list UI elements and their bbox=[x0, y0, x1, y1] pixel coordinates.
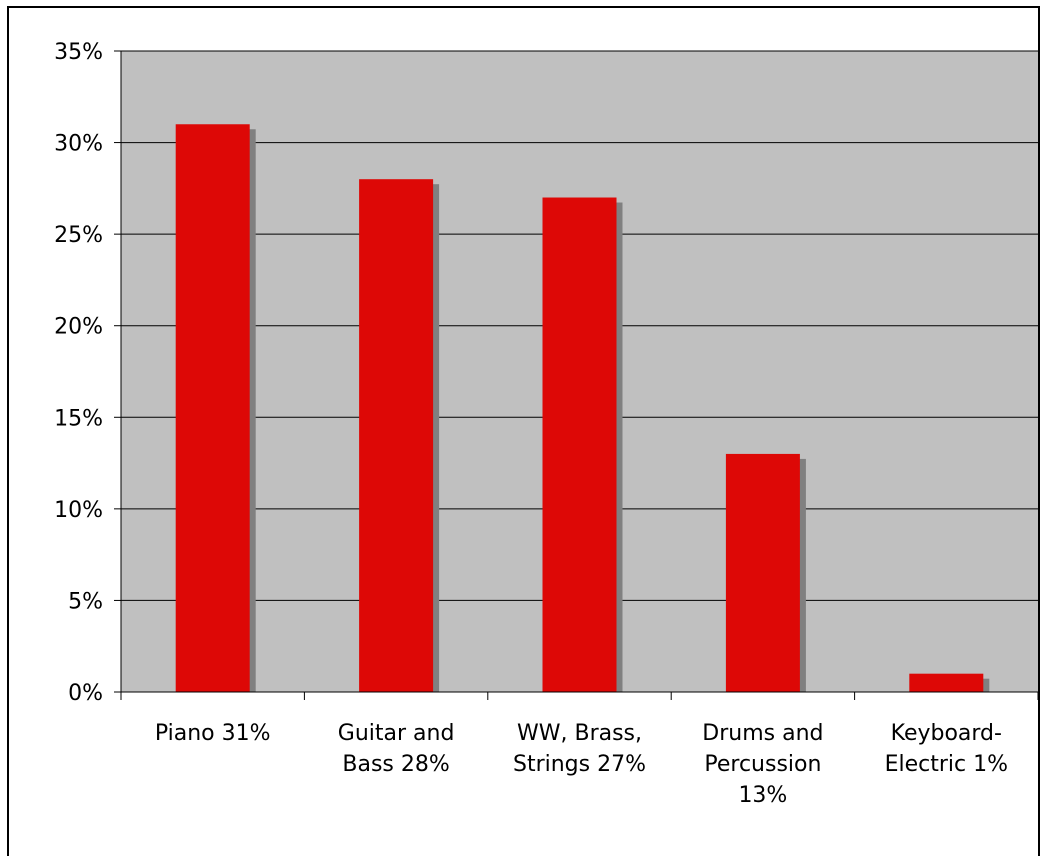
bar bbox=[542, 197, 617, 692]
x-category-label-line: Percussion bbox=[704, 752, 821, 777]
bar bbox=[725, 453, 800, 692]
chart-frame bbox=[7, 6, 1040, 856]
x-category-label: WW, Brass, Strings 27% bbox=[513, 721, 646, 777]
x-category-label-line: Strings 27% bbox=[513, 752, 646, 777]
y-tick-label: 20% bbox=[54, 315, 103, 340]
x-category-label-line: Electric 1% bbox=[885, 752, 1008, 777]
x-category-label-line: 13% bbox=[738, 783, 787, 808]
y-tick-label: 0% bbox=[68, 681, 103, 706]
bar bbox=[359, 179, 434, 692]
x-category-label-line: Drums and bbox=[702, 721, 823, 746]
y-tick-label: 15% bbox=[54, 406, 103, 431]
y-tick-label: 10% bbox=[54, 498, 103, 523]
x-category-label-line: Piano 31% bbox=[155, 721, 271, 746]
x-category-label-line: Keyboard- bbox=[891, 721, 1002, 746]
y-tick-label: 25% bbox=[54, 223, 103, 248]
bar bbox=[175, 124, 250, 692]
x-category-label: Keyboard- Electric 1% bbox=[885, 721, 1008, 777]
x-category-label: Drums and Percussion 13% bbox=[702, 721, 823, 808]
y-tick-label: 5% bbox=[68, 589, 103, 614]
x-category-label: Guitar and Bass 28% bbox=[338, 721, 455, 777]
x-category-label: Piano 31% bbox=[155, 721, 271, 746]
x-category-label-line: WW, Brass, bbox=[517, 721, 642, 746]
y-tick-label: 35% bbox=[54, 40, 103, 65]
y-tick-label: 30% bbox=[54, 132, 103, 157]
x-category-label-line: Bass 28% bbox=[342, 752, 449, 777]
bar bbox=[909, 673, 984, 692]
x-category-label-line: Guitar and bbox=[338, 721, 455, 746]
